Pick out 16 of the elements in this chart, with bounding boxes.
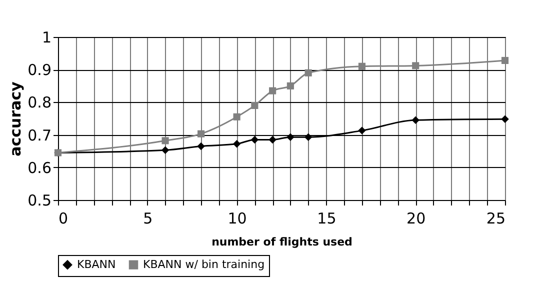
y-tick-label: 0.6 [28,158,52,177]
y-tick-label: 0.8 [28,94,52,112]
x-tick-label: 0 [58,210,68,228]
y-axis-title: accuracy [6,81,25,156]
legend-label: KBANN [77,258,116,271]
y-tick-label: 0.7 [28,126,52,144]
y-tick-label: 1 [42,28,52,46]
y-tick-label: 0.5 [28,192,52,210]
legend-label: KBANN w/ bin training [143,258,265,271]
x-tick-label: 25 [486,210,506,228]
x-tick-label: 5 [143,210,153,228]
y-tick-label: 0.9 [28,61,52,80]
x-tick-label: 15 [317,210,336,228]
x-tick-label: 10 [228,210,247,228]
x-axis-title: number of flights used [212,236,352,248]
x-tick-label: 20 [406,210,426,228]
